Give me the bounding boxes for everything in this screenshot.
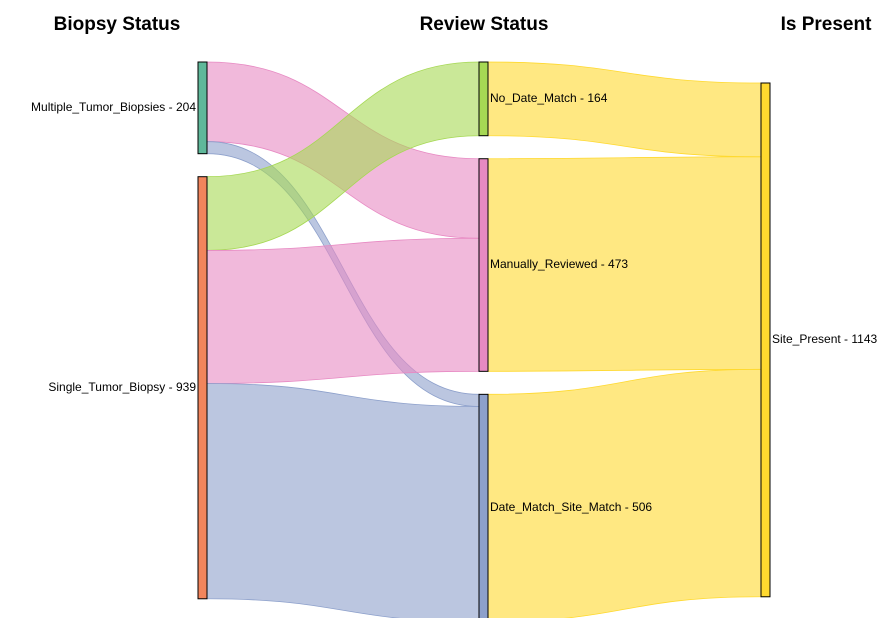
node <box>197 176 208 600</box>
node-label: Single_Tumor_Biopsy - 939 <box>48 380 196 394</box>
node-label: Manually_Reviewed - 473 <box>490 257 628 271</box>
column-title: Biopsy Status <box>54 14 181 35</box>
node-label: No_Date_Match - 164 <box>490 91 608 105</box>
link <box>206 237 480 384</box>
link <box>487 368 762 618</box>
node-label: Site_Present - 1143 <box>772 332 878 346</box>
labels: Biopsy Status Review Status Is Present Mult… <box>31 14 877 514</box>
links <box>206 61 762 618</box>
link <box>487 61 762 158</box>
node <box>478 61 489 137</box>
node <box>197 61 208 155</box>
node-label: Date_Match_Site_Match - 506 <box>490 500 652 514</box>
column-title: Is Present <box>781 14 872 35</box>
column-title: Review Status <box>420 14 549 35</box>
link <box>206 383 480 618</box>
node <box>478 393 489 618</box>
node <box>760 82 771 598</box>
nodes <box>197 61 771 618</box>
node-label: Multiple_Tumor_Biopsies - 204 <box>31 100 196 114</box>
node <box>478 158 489 372</box>
